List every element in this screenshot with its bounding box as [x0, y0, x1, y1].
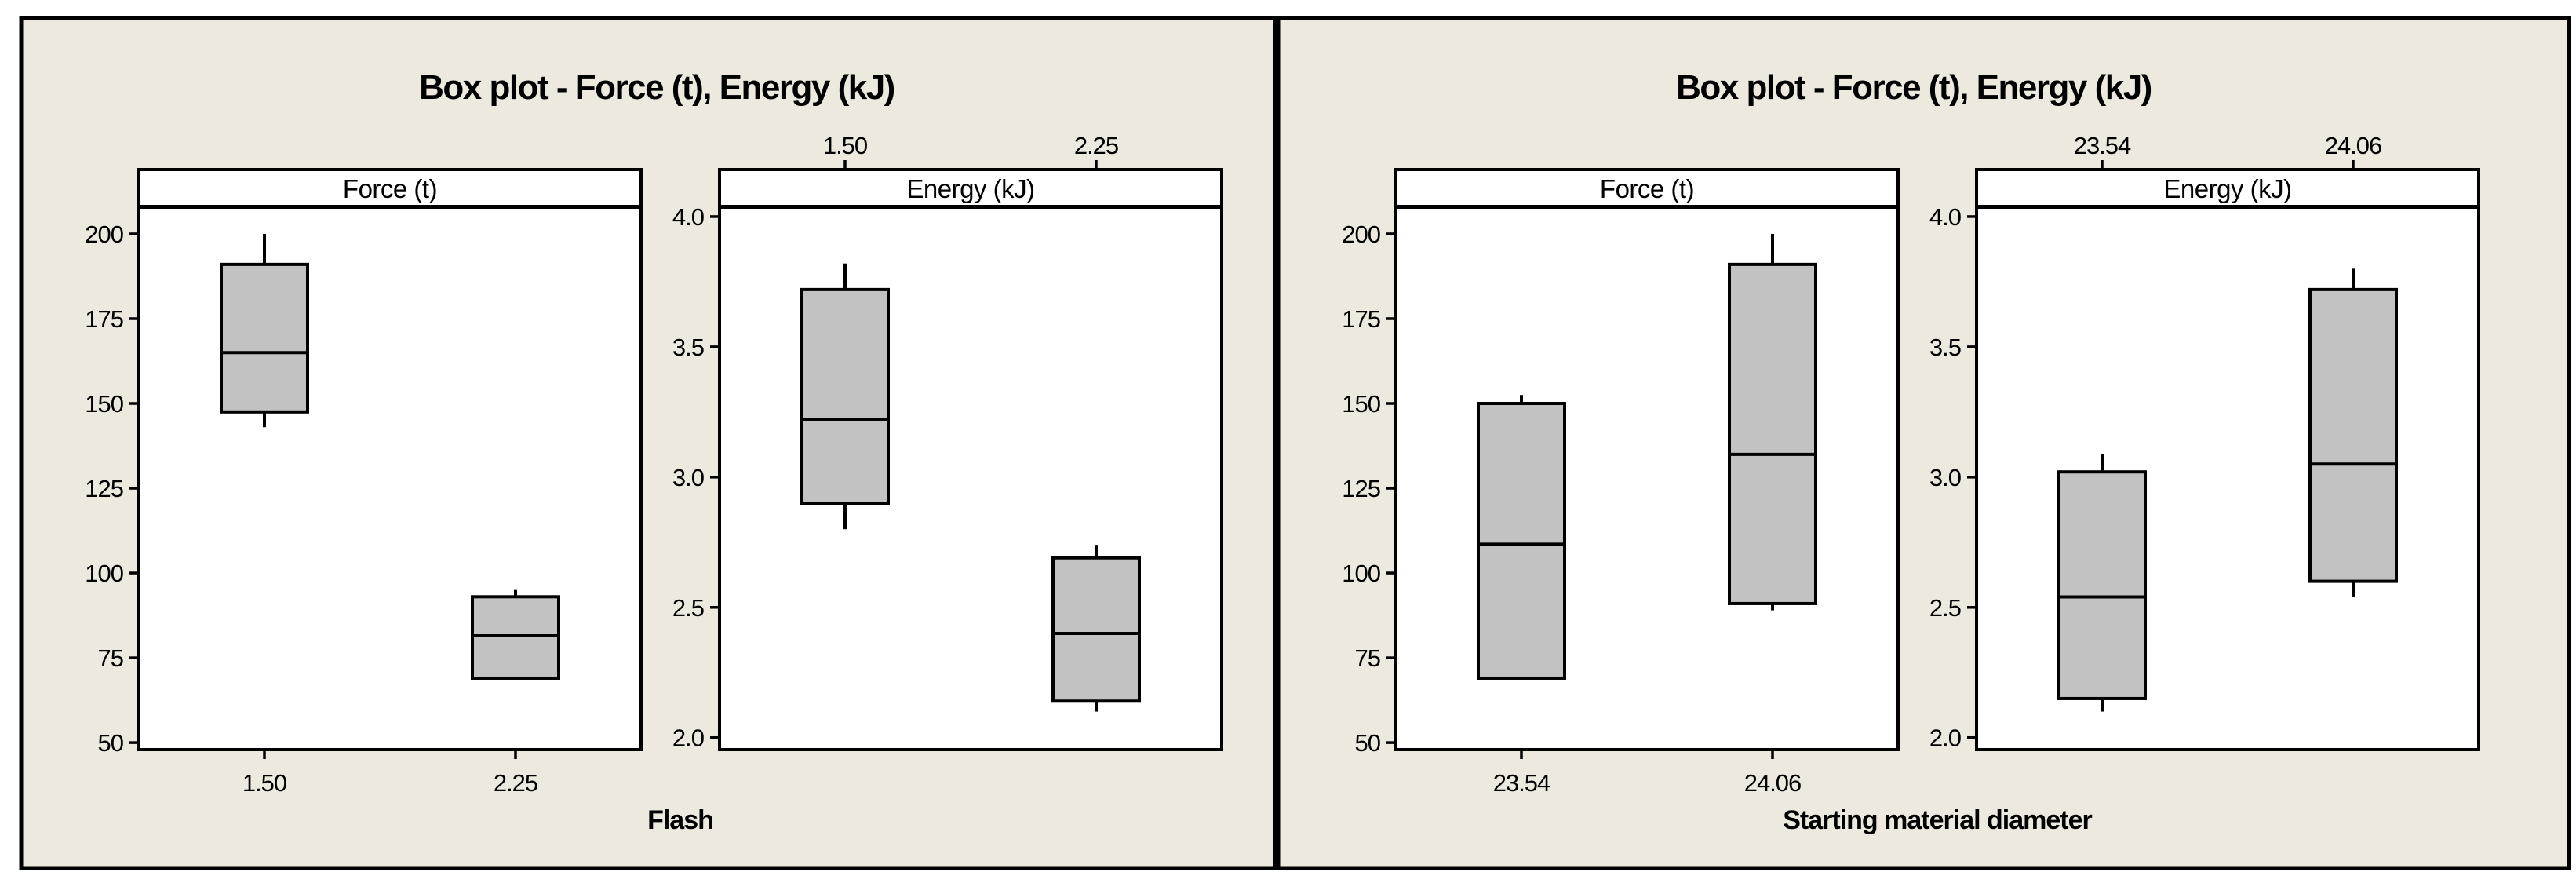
y-tick-label: 4.0: [1929, 203, 1962, 231]
box-rect: [471, 595, 560, 680]
y-tick-label: 100: [1342, 560, 1380, 587]
subplot-area: [137, 168, 643, 751]
y-tick-label: 2.5: [1929, 594, 1961, 622]
y-tick-label: 2.0: [1929, 724, 1962, 752]
subplots-group: Force (t) 200 175 150 125 100 75 50 1.50 2.25 Ener…: [85, 132, 1223, 797]
box-rect: [1051, 556, 1141, 703]
subplot-area: [1975, 168, 2480, 751]
y-tick-label: 50: [98, 729, 124, 757]
subplot-header-label: Energy (kJ): [2163, 174, 2291, 203]
y-tick-label: 75: [1355, 644, 1380, 672]
y-tick-label: 125: [1342, 475, 1380, 502]
chart-title: Box plot - Force (t), Energy (kJ): [1676, 68, 2152, 107]
box-rect: [220, 262, 309, 414]
y-tick-label: 4.0: [672, 203, 705, 231]
subplot-area: [1394, 168, 1900, 751]
x-axis-title: Flash: [647, 805, 713, 835]
subplot-header-label: Force (t): [343, 174, 437, 203]
category-label: 24.06: [2325, 132, 2382, 159]
box-rect: [1728, 262, 1817, 605]
box-rect: [2057, 470, 2147, 700]
subplot-area: [718, 168, 1223, 751]
category-label: 23.54: [2074, 132, 2131, 159]
category-label: 23.54: [1493, 769, 1550, 797]
y-tick-label: 3.0: [672, 464, 705, 491]
y-tick-label: 100: [85, 560, 123, 587]
y-tick-label: 75: [98, 644, 123, 672]
y-tick-label: 150: [1342, 390, 1380, 418]
y-tick-label: 3.5: [672, 334, 704, 361]
y-tick-label: 200: [1342, 221, 1380, 248]
y-tick-label: 2.0: [672, 724, 705, 752]
y-tick-label: 175: [85, 305, 123, 333]
y-tick-label: 3.0: [1929, 464, 1962, 491]
panel-starting-material-diameter: Box plot - Force (t), Energy (kJ) Starti…: [1276, 16, 2571, 870]
chart-title: Box plot - Force (t), Energy (kJ): [419, 68, 894, 107]
box-rect: [800, 287, 890, 505]
category-label: 2.25: [1074, 132, 1118, 159]
y-tick-label: 3.5: [1929, 334, 1961, 361]
panel-flash: Box plot - Force (t), Energy (kJ) Flash …: [19, 16, 1277, 870]
subplot-header-label: Energy (kJ): [906, 174, 1034, 203]
y-tick-label: 50: [1355, 729, 1381, 757]
y-tick-label: 2.5: [672, 594, 704, 622]
y-tick-label: 150: [85, 390, 123, 418]
y-tick-label: 175: [1342, 305, 1380, 333]
category-label: 1.50: [823, 132, 868, 159]
subplot-header-label: Force (t): [1600, 174, 1694, 203]
y-tick-label: 125: [85, 475, 123, 502]
category-label: 2.25: [494, 769, 537, 797]
box-rect: [2308, 287, 2398, 583]
y-tick-label: 200: [85, 221, 123, 248]
box-rect: [1477, 402, 1566, 680]
subplots-group: Force (t) 200 175 150 125 100 75 50 23.54 24.06 En…: [1342, 132, 2480, 797]
x-axis-title: Starting material diameter: [1783, 805, 2092, 835]
category-label: 1.50: [242, 769, 287, 797]
category-label: 24.06: [1744, 769, 1802, 797]
